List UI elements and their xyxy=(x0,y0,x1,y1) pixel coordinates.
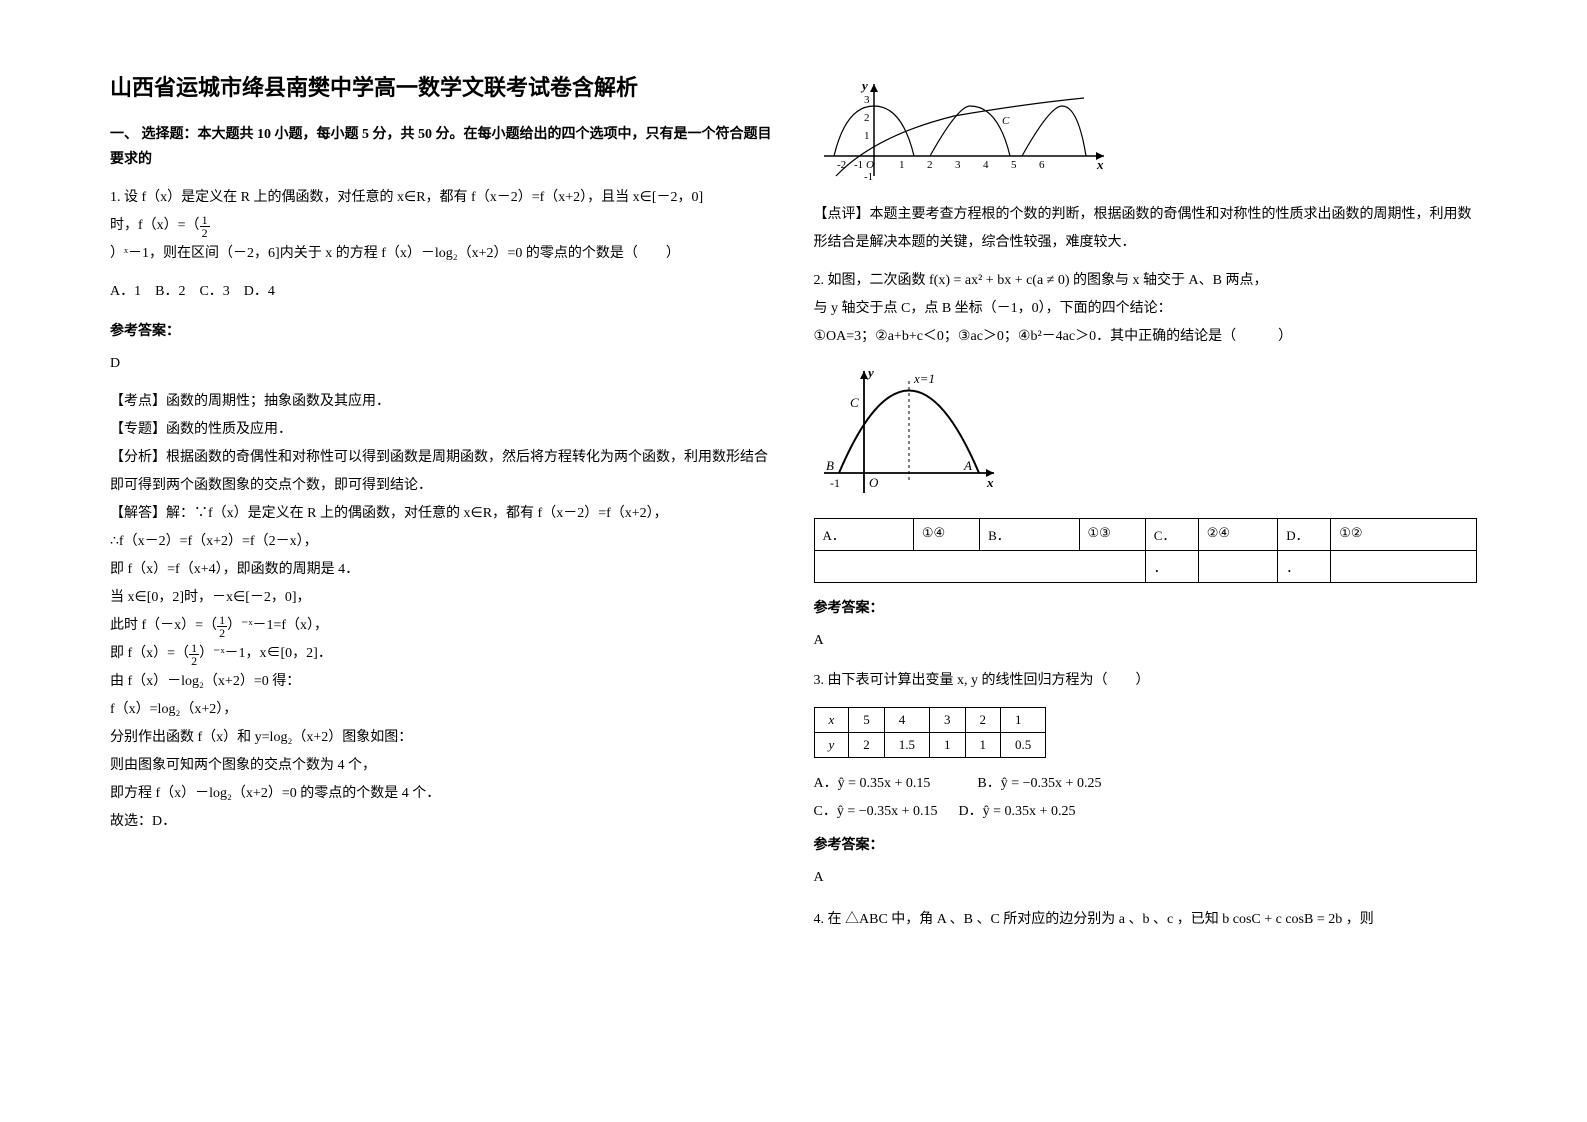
svg-text:B: B xyxy=(826,458,834,473)
svg-text:-2: -2 xyxy=(837,159,846,171)
q1-s2: ∴f（x－2）=f（x+2）=f（2－x）， xyxy=(110,528,774,556)
q1-line2: 时，f（x）=（12）ˣ－1，则在区间（－2，6]内关于 x 的方程 f（x）－… xyxy=(110,212,774,268)
q1-s7: 由 f（x）－log₂（x+2）=0 得： xyxy=(110,668,774,696)
q1-s6: 即 f（x）=（12）⁻ˣ－1，x∈[0，2]． xyxy=(110,640,774,668)
q3-options: A．ŷ = 0.35x + 0.15 B．ŷ = −0.35x + 0.25 C… xyxy=(814,772,1478,820)
q2-answer: A xyxy=(814,627,1478,655)
svg-text:1: 1 xyxy=(899,159,905,171)
section-1-header: 一、 选择题：本大题共 10 小题，每小题 5 分，共 50 分。在每小题给出的… xyxy=(110,122,774,172)
right-column: O -2 -1 1 2 3 4 5 6 1 2 3 x y -1 C 【点评】本… xyxy=(794,70,1498,1052)
q1-comment: 【点评】本题主要考查方程根的个数的判断，根据函数的奇偶性和对称性的性质求出函数的… xyxy=(814,201,1478,257)
svg-text:2: 2 xyxy=(927,159,933,171)
q1-kaodian: 【考点】函数的周期性；抽象函数及其应用． xyxy=(110,388,774,416)
q1-options: A．1 B．2 C．3 D．4 xyxy=(110,278,774,306)
svg-text:x: x xyxy=(1096,157,1104,172)
svg-text:6: 6 xyxy=(1039,159,1045,171)
table-row: y 2 1.5 1 1 0.5 xyxy=(814,733,1046,758)
svg-text:1: 1 xyxy=(864,130,870,142)
q1-s11: 即方程 f（x）－log₂（x+2）=0 的零点的个数是 4 个． xyxy=(110,780,774,808)
q2-graph: y x x=1 B A C -1 O xyxy=(814,363,1478,508)
q3-answer: A xyxy=(814,864,1478,892)
svg-text:4: 4 xyxy=(983,159,989,171)
svg-text:x: x xyxy=(986,475,994,490)
q2-l1: 2. 如图，二次函数 f(x) = ax² + bx + c(a ≠ 0) 的图… xyxy=(814,267,1478,295)
q1-line1: 1. 设 f（x）是定义在 R 上的偶函数，对任意的 x∈R，都有 f（x－2）… xyxy=(110,184,774,212)
svg-text:O: O xyxy=(869,475,879,490)
fraction-half: 12 xyxy=(200,214,210,239)
q3-l1: 3. 由下表可计算出变量 x, y 的线性回归方程为（ ） xyxy=(814,667,1478,695)
q1-s12: 故选：D． xyxy=(110,808,774,836)
q2-options-table: A． ①④ B． ①③ C． ②④ D． ①② ．． xyxy=(814,518,1478,583)
exam-title: 山西省运城市绛县南樊中学高一数学文联考试卷含解析 xyxy=(110,70,774,102)
svg-text:C: C xyxy=(1002,115,1010,127)
left-column: 山西省运城市绛县南樊中学高一数学文联考试卷含解析 一、 选择题：本大题共 10 … xyxy=(90,70,794,1052)
q1-s8: f（x）=log₂（x+2）， xyxy=(110,696,774,724)
svg-text:3: 3 xyxy=(955,159,961,171)
svg-text:-1: -1 xyxy=(830,476,840,490)
q1-s10: 则由图象可知两个图象的交点个数为 4 个， xyxy=(110,752,774,780)
q1-s1: 【解答】解：∵f（x）是定义在 R 上的偶函数，对任意的 x∈R，都有 f（x－… xyxy=(110,500,774,528)
svg-text:2: 2 xyxy=(864,112,870,124)
svg-text:y: y xyxy=(866,365,874,380)
svg-text:C: C xyxy=(850,395,859,410)
answer-label-3: 参考答案： xyxy=(814,834,1478,854)
svg-text:5: 5 xyxy=(1011,159,1017,171)
table-row: x 5 4 3 2 1 xyxy=(814,708,1046,733)
answer-label-1: 参考答案： xyxy=(110,320,774,340)
q4-l1: 4. 在 △ABC 中，角 A 、B 、C 所对应的边分别为 a 、b 、c ，… xyxy=(814,906,1478,934)
q1-graph: O -2 -1 1 2 3 4 5 6 1 2 3 x y -1 C xyxy=(814,76,1478,191)
q1-s9: 分别作出函数 f（x）和 y=log₂（x+2）图象如图： xyxy=(110,724,774,752)
question-4: 4. 在 △ABC 中，角 A 、B 、C 所对应的边分别为 a 、b 、c ，… xyxy=(814,906,1478,934)
q3-data-table: x 5 4 3 2 1 y 2 1.5 1 1 0.5 xyxy=(814,707,1047,758)
question-2: 2. 如图，二次函数 f(x) = ax² + bx + c(a ≠ 0) 的图… xyxy=(814,267,1478,351)
svg-text:x=1: x=1 xyxy=(913,371,935,386)
question-1: 1. 设 f（x）是定义在 R 上的偶函数，对任意的 x∈R，都有 f（x－2）… xyxy=(110,184,774,306)
q1-zhuanti: 【专题】函数的性质及应用． xyxy=(110,416,774,444)
svg-text:-1: -1 xyxy=(854,159,863,171)
svg-text:A: A xyxy=(963,458,972,473)
q2-l3: ①OA=3；②a+b+c＜0；③ac＞0；④b²－4ac＞0．其中正确的结论是（… xyxy=(814,323,1478,351)
q1-s4: 当 x∈[0，2]时，－x∈[－2，0]， xyxy=(110,584,774,612)
question-3: 3. 由下表可计算出变量 x, y 的线性回归方程为（ ） xyxy=(814,667,1478,695)
q2-l2: 与 y 轴交于点 C，点 B 坐标（－1，0），下面的四个结论： xyxy=(814,295,1478,323)
q1-answer-block: D 【考点】函数的周期性；抽象函数及其应用． 【专题】函数的性质及应用． 【分析… xyxy=(110,350,774,836)
q1-fenxi: 【分析】根据函数的奇偶性和对称性可以得到函数是周期函数，然后将方程转化为两个函数… xyxy=(110,444,774,500)
q1-s3: 即 f（x）=f（x+4），即函数的周期是 4． xyxy=(110,556,774,584)
svg-text:-1: -1 xyxy=(864,171,873,183)
q1-answer: D xyxy=(110,350,774,378)
q1-s5: 此时 f（－x）=（12）⁻ˣ－1=f（x）， xyxy=(110,612,774,640)
answer-label-2: 参考答案： xyxy=(814,597,1478,617)
svg-text:3: 3 xyxy=(864,94,870,106)
svg-text:O: O xyxy=(866,159,874,171)
svg-text:y: y xyxy=(860,78,868,93)
